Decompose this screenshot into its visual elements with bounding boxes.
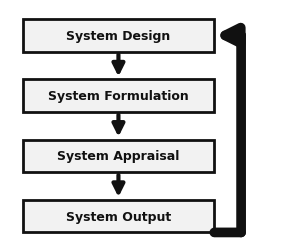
FancyArrowPatch shape <box>113 55 124 72</box>
Text: System Design: System Design <box>66 30 171 43</box>
FancyBboxPatch shape <box>23 140 214 172</box>
Text: System Output: System Output <box>66 210 171 223</box>
Text: System Formulation: System Formulation <box>48 90 189 103</box>
Text: System Appraisal: System Appraisal <box>57 150 180 163</box>
FancyArrowPatch shape <box>113 175 124 192</box>
FancyBboxPatch shape <box>23 80 214 112</box>
FancyArrowPatch shape <box>113 115 124 132</box>
FancyBboxPatch shape <box>23 200 214 232</box>
FancyBboxPatch shape <box>23 20 214 52</box>
